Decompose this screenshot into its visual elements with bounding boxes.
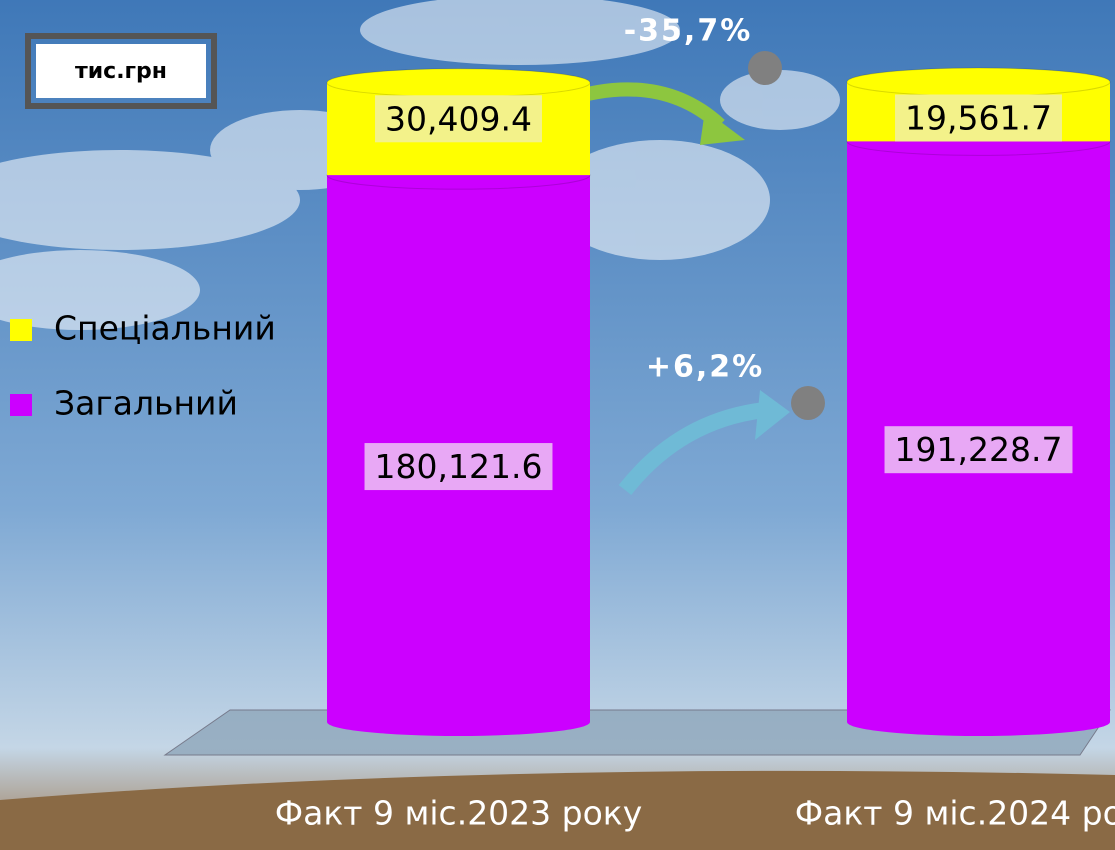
arrow-head <box>755 390 790 440</box>
arrow-head <box>700 110 745 145</box>
value-label-box <box>895 94 1062 142</box>
cylinder-cap <box>326 68 591 98</box>
value-label: 19,561.7 <box>905 99 1052 138</box>
legend-swatch <box>10 394 32 416</box>
x-tick-label: Факт 9 міс.2024 року <box>795 794 1115 833</box>
unit-label: тис.грн <box>75 59 167 84</box>
legend-label: Спеціальний <box>54 309 276 348</box>
unit-box <box>25 33 217 109</box>
value-label-box <box>375 95 542 143</box>
value-label: 191,228.7 <box>895 430 1063 469</box>
cylinder-cap <box>846 67 1111 97</box>
legend-label: Загальний <box>54 384 238 423</box>
value-label-box <box>884 426 1073 474</box>
annotation: +6,2% <box>646 350 764 385</box>
legend-swatch <box>10 319 32 341</box>
marker <box>748 51 782 85</box>
arrow <box>618 402 766 495</box>
marker <box>791 386 825 420</box>
x-tick-label: Факт 9 міс.2023 року <box>275 794 643 833</box>
value-label-box <box>364 443 553 491</box>
unit-box-inner <box>36 44 206 98</box>
value-label: 180,121.6 <box>375 447 543 486</box>
annotation: -35,7% <box>624 14 753 49</box>
ground <box>0 770 1115 850</box>
value-label: 30,409.4 <box>385 99 532 138</box>
